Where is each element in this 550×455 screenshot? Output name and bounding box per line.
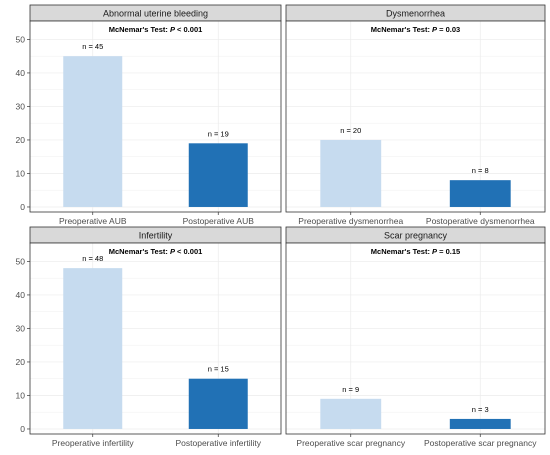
data-label: n = 8 [472,166,489,175]
y-tick-label: 20 [16,135,26,145]
bar-postoperative [188,378,248,429]
facet-title: Dysmenorrhea [386,8,445,18]
x-category-label: Postoperative infertility [175,438,261,448]
data-label: n = 48 [82,254,103,263]
y-tick-label: 50 [16,34,26,44]
facet-panel-1: Dysmenorrhea n = 20 n = 8 McNemar's Test: P… [285,4,546,226]
bar-preoperative [63,268,123,429]
data-label: n = 45 [82,42,103,51]
y-tick-label: 0 [20,202,25,212]
panel-border [285,20,546,213]
facet-title: Scar pregnancy [384,230,448,240]
x-category-label: Postoperative dysmenorrhea [426,216,535,226]
y-tick-label: 10 [16,390,26,400]
x-category-label: Postoperative AUB [183,216,255,226]
x-category-label: Postoperative scar pregnancy [424,438,537,448]
panel-border [29,20,282,213]
y-tick-label: 30 [16,101,26,111]
data-label: n = 19 [208,129,229,138]
x-category-label: Preoperative dysmenorrhea [298,216,403,226]
y-tick-label: 0 [20,424,25,434]
y-tick-label: 50 [16,256,26,266]
y-tick-label: 10 [16,168,26,178]
data-label: n = 9 [342,385,359,394]
panel-border [29,242,282,435]
bar-postoperative [449,180,511,207]
facet-panel-0: Abnormal uterine bleeding n = 45 n = 19 McN… [16,4,282,226]
facet-title: Abnormal uterine bleeding [103,8,208,18]
test-annotation: McNemar's Test: P < 0.001 [109,25,203,34]
bar-preoperative [63,56,123,207]
y-tick-label: 40 [16,290,26,300]
y-tick-label: 30 [16,323,26,333]
bar-postoperative [449,418,511,429]
y-tick-label: 20 [16,357,26,367]
x-category-label: Preoperative AUB [59,216,127,226]
facet-panel-2: Infertility n = 48 n = 15 McNemar's Test: P… [16,226,282,448]
data-label: n = 3 [472,405,489,414]
bar-preoperative [320,398,382,429]
panel-border [285,242,546,435]
test-annotation: McNemar's Test: P < 0.001 [109,247,203,256]
y-tick-label: 40 [16,68,26,78]
x-category-label: Preoperative infertility [52,438,134,448]
facet-panel-3: Scar pregnancy n = 9 n = 3 McNemar's Test: … [285,226,546,448]
bar-postoperative [188,143,248,207]
test-annotation: McNemar's Test: P = 0.03 [371,25,460,34]
facet-title: Infertility [139,230,173,240]
bar-preoperative [320,139,382,207]
data-label: n = 20 [340,126,361,135]
test-annotation: McNemar's Test: P = 0.15 [371,247,460,256]
data-label: n = 15 [208,365,229,374]
x-category-label: Preoperative scar pregnancy [296,438,405,448]
